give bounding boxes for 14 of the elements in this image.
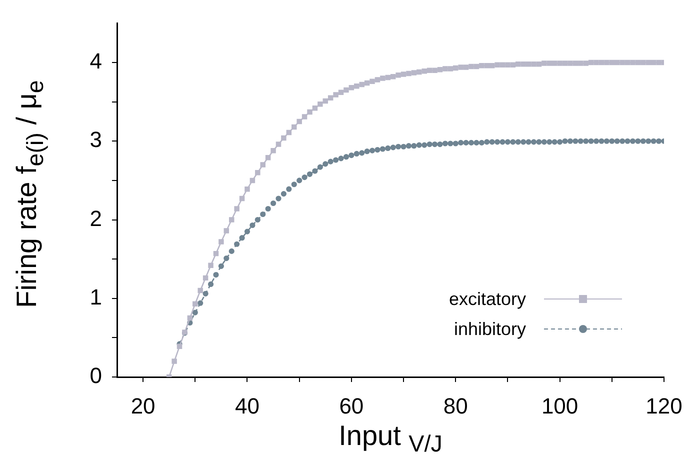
- x-tick-label: 80: [443, 393, 468, 418]
- y-tick-label: 0: [90, 363, 102, 388]
- legend-label: excitatory: [448, 288, 526, 310]
- x-tick-label: 120: [646, 393, 682, 418]
- x-tick-label: 100: [541, 393, 578, 418]
- y-tick-label: 4: [90, 48, 102, 74]
- x-tick-label: 20: [130, 393, 156, 418]
- x-axis-title: Input $_{V/J}$: [338, 420, 444, 458]
- x-tick-label: 40: [234, 393, 260, 418]
- legend-label: inhibitory: [454, 318, 526, 340]
- y-tick-label: 1: [90, 284, 102, 310]
- x-tick-label: 60: [339, 393, 364, 418]
- y-tick-label: 3: [90, 127, 102, 152]
- y-tick-label: 2: [90, 206, 102, 231]
